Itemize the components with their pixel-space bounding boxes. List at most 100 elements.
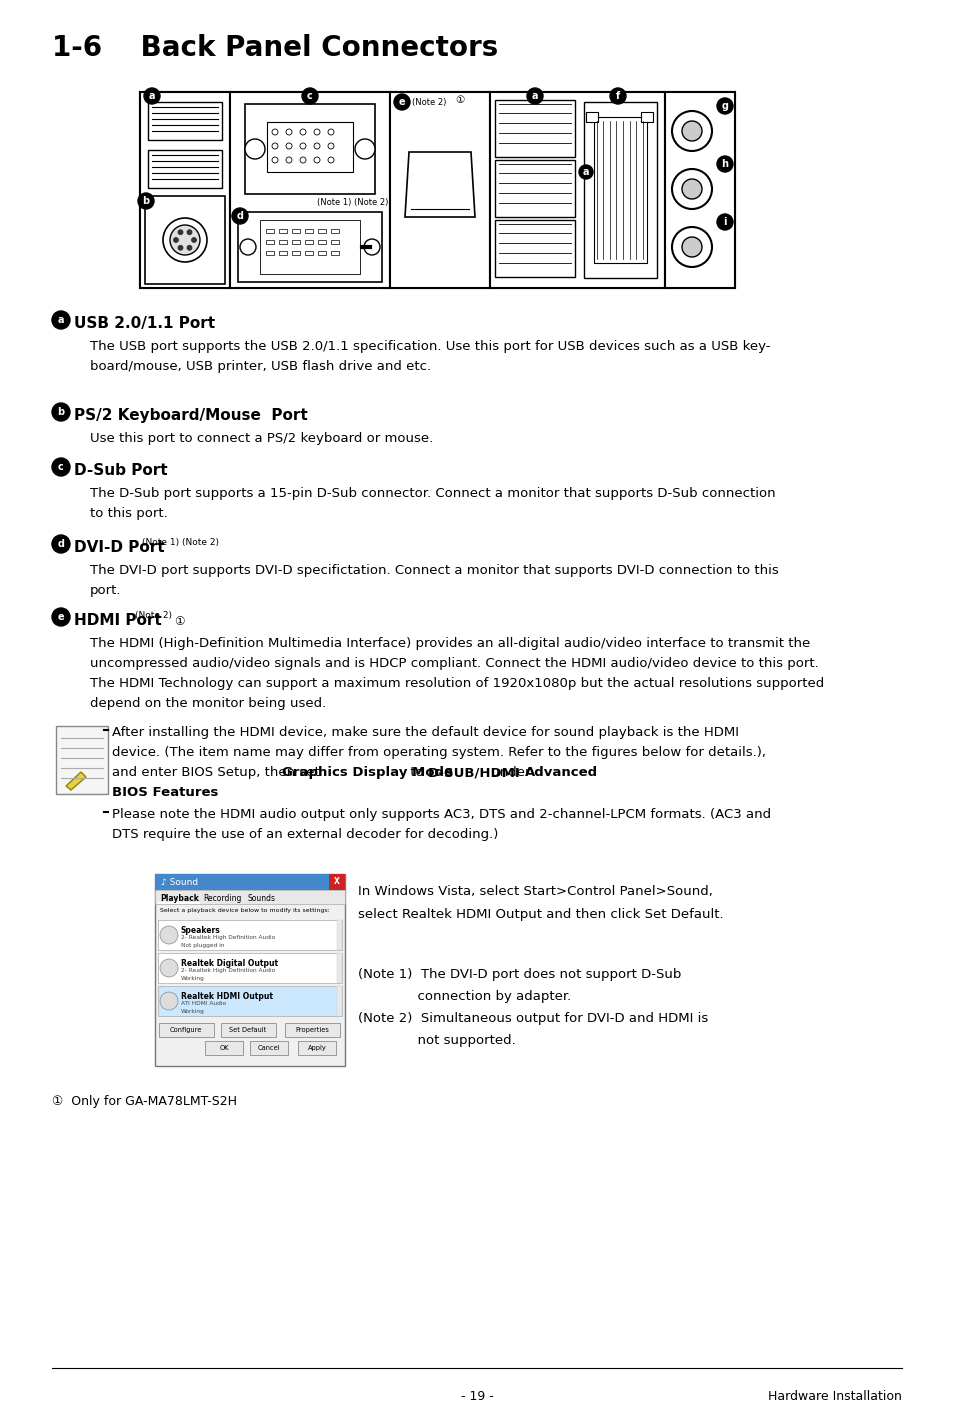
Bar [331,240,338,244]
Text: Recording: Recording [203,893,241,903]
Text: to this port.: to this port. [90,508,168,520]
Text: After installing the HDMI device, make sure the default device for sound playbac: After installing the HDMI device, make s… [112,726,739,739]
Circle shape [178,245,183,250]
Text: e: e [398,96,405,106]
Text: - 19 -: - 19 - [460,1390,493,1402]
Text: port.: port. [90,584,121,597]
Text: b: b [57,407,65,417]
Circle shape [314,143,319,149]
Text: Please note the HDMI audio output only supports AC3, DTS and 2-channel-LPCM form: Please note the HDMI audio output only s… [112,808,770,821]
Bar [305,240,313,244]
Circle shape [160,959,178,977]
Circle shape [52,311,70,329]
Text: under: under [486,766,534,778]
Text: Advanced: Advanced [524,766,598,778]
Bar [266,251,274,255]
Circle shape [302,88,317,104]
Bar [664,92,734,288]
Bar [331,251,338,255]
Text: Not plugged in: Not plugged in [181,943,224,949]
Text: Working: Working [181,1010,205,1014]
Bar [154,873,345,891]
Circle shape [364,240,379,255]
Circle shape [526,88,542,104]
Text: (Note 1)  The DVI-D port does not support D-Sub
              connection by adap: (Note 1) The DVI-D port does not support… [357,968,707,1046]
Text: Properties: Properties [294,1027,329,1032]
Circle shape [299,143,306,149]
Circle shape [717,214,732,230]
Circle shape [138,193,153,208]
Circle shape [187,245,192,250]
Circle shape [314,129,319,135]
Text: ①  Only for GA-MA78LMT-S2H: ① Only for GA-MA78LMT-S2H [52,1095,236,1107]
Circle shape [717,98,732,113]
Circle shape [52,608,70,625]
Text: ♪ Sound: ♪ Sound [161,878,198,886]
Text: HDMI Port: HDMI Port [74,613,162,628]
Bar [278,240,287,244]
Circle shape [286,157,292,163]
Circle shape [299,129,306,135]
Circle shape [163,218,207,262]
Circle shape [52,535,70,553]
Circle shape [314,157,319,163]
Text: DVI-D Port: DVI-D Port [74,540,165,554]
Bar [266,240,274,244]
Bar [245,104,375,194]
Text: 2- Realtek High Definition Audio: 2- Realtek High Definition Audio [181,968,275,973]
Text: g: g [720,101,728,111]
Bar [297,1041,335,1055]
Text: The HDMI Technology can support a maximum resolution of 1920x1080p but the actua: The HDMI Technology can support a maximu… [90,676,823,691]
Bar [140,92,230,288]
Text: to: to [405,766,427,778]
Circle shape [272,157,277,163]
Text: The D-Sub port supports a 15-pin D-Sub connector. Connect a monitor that support: The D-Sub port supports a 15-pin D-Sub c… [90,486,775,501]
Bar [159,1022,213,1037]
Circle shape [299,157,306,163]
Bar [292,240,299,244]
Text: D-SUB/HDMI: D-SUB/HDMI [427,766,520,778]
Bar [221,1022,275,1037]
Circle shape [671,169,711,208]
Text: Cancel: Cancel [257,1045,280,1051]
Bar [305,251,313,255]
Text: Configure: Configure [170,1027,202,1032]
Text: The DVI-D port supports DVI-D specifictation. Connect a monitor that supports DV: The DVI-D port supports DVI-D specificta… [90,564,778,577]
Bar [329,873,345,891]
Text: ①: ① [455,95,464,105]
Circle shape [245,139,265,159]
Text: 1-6    Back Panel Connectors: 1-6 Back Panel Connectors [52,34,497,62]
Text: a: a [149,91,155,101]
Text: e: e [57,613,64,623]
Circle shape [328,157,334,163]
Bar [148,150,222,189]
Text: In Windows Vista, select Start>Control Panel>Sound,
select Realtek HDMI Output a: In Windows Vista, select Start>Control P… [357,885,723,922]
Text: PS/2 Keyboard/Mouse  Port: PS/2 Keyboard/Mouse Port [74,408,308,423]
Text: c: c [307,91,313,101]
Text: Use this port to connect a PS/2 keyboard or mouse.: Use this port to connect a PS/2 keyboard… [90,432,433,445]
Circle shape [170,225,200,255]
Bar [292,251,299,255]
Bar [495,101,575,157]
Text: Select a playback device below to modify its settings:: Select a playback device below to modify… [160,908,330,913]
Circle shape [286,143,292,149]
Circle shape [272,143,277,149]
Circle shape [355,139,375,159]
Bar [317,251,326,255]
Circle shape [173,238,178,242]
Circle shape [52,458,70,476]
Bar [390,92,490,288]
Text: f: f [616,91,619,101]
Bar [285,1022,339,1037]
Circle shape [328,129,334,135]
Text: (Note 1) (Note 2): (Note 1) (Note 2) [142,537,219,547]
Bar [317,228,326,233]
Bar [585,112,598,122]
Text: d: d [57,539,65,549]
Text: Set Default: Set Default [229,1027,266,1032]
Circle shape [160,926,178,944]
Text: uncompressed audio/video signals and is HDCP compliant. Connect the HDMI audio/v: uncompressed audio/video signals and is … [90,657,818,669]
Bar [260,220,359,274]
Text: ATI HDMI Audio: ATI HDMI Audio [181,1001,226,1005]
Text: (Note 1) (Note 2): (Note 1) (Note 2) [316,199,388,207]
